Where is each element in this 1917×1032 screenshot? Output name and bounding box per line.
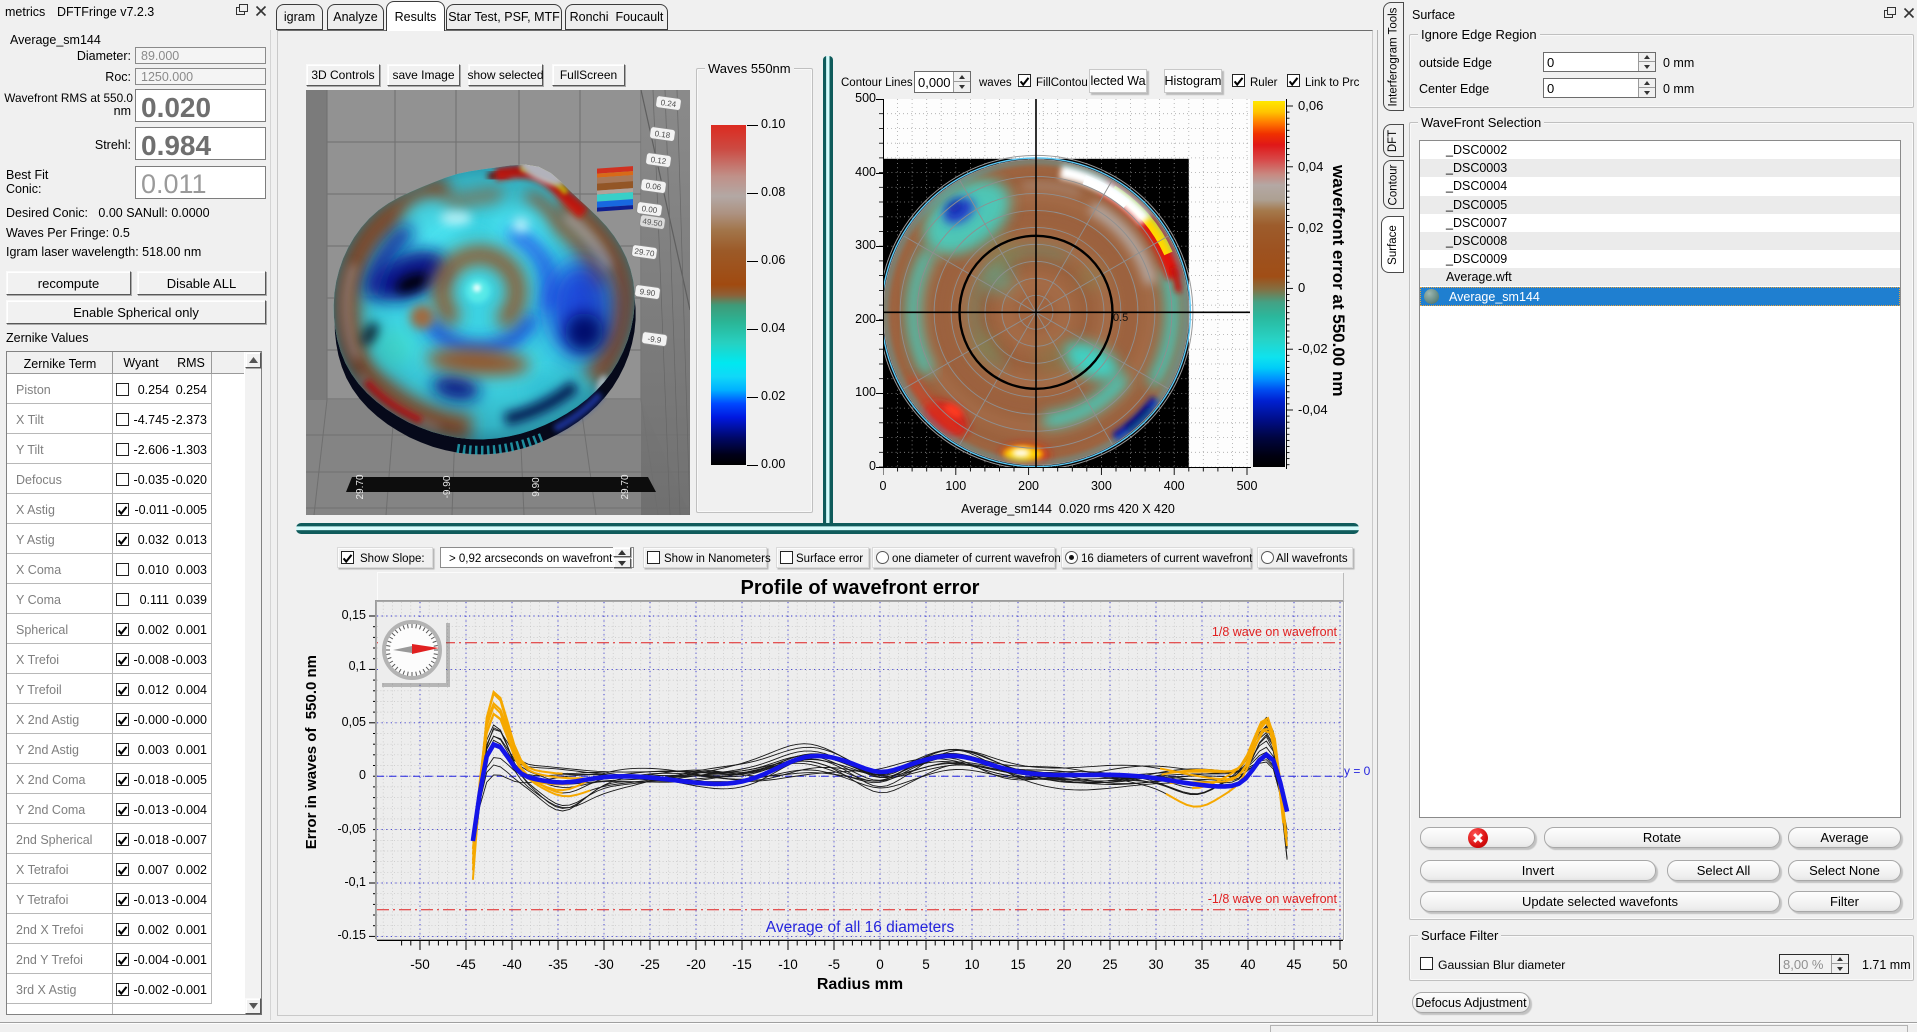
svg-text:0.12: 0.12 [650,155,667,166]
svg-text:0.18: 0.18 [654,129,671,140]
svg-text:0.24: 0.24 [660,98,677,109]
svg-text:49.50: 49.50 [642,217,664,229]
svg-text:29.70: 29.70 [634,247,656,259]
svg-text:1/8 wave on wavefront: 1/8 wave on wavefront [1212,625,1338,639]
svg-text:Average of all 16 diameters: Average of all 16 diameters [766,919,955,936]
svg-text:9.90: 9.90 [639,287,656,298]
svg-text:29.70: 29.70 [355,474,366,499]
svg-text:-1/8 wave on wavefront: -1/8 wave on wavefront [1208,892,1338,906]
svg-text:9.90: 9.90 [531,477,542,497]
svg-text:0.5: 0.5 [1113,312,1128,324]
svg-text:-9.9: -9.9 [647,334,662,345]
svg-text:-9.90: -9.90 [442,475,453,498]
svg-text:0.00: 0.00 [641,204,658,215]
svg-text:29.70: 29.70 [620,474,631,499]
svg-text:0.06: 0.06 [645,181,662,192]
